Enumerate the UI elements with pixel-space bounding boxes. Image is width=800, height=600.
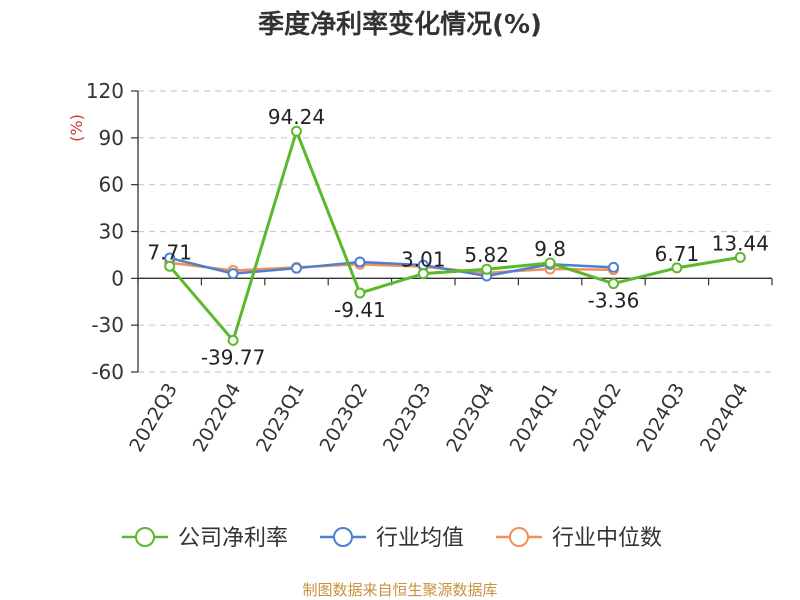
x-tick-label: 2023Q1	[252, 380, 309, 456]
y-tick-label: 90	[99, 126, 124, 150]
y-tick-label: -60	[91, 360, 124, 384]
series-line	[169, 261, 614, 275]
x-tick-label: 2023Q4	[442, 380, 499, 456]
series-point	[291, 262, 302, 274]
x-tick-label: 2022Q4	[189, 380, 246, 456]
data-label: 3.01	[401, 248, 446, 272]
source-note: 制图数据来自恒生聚源数据库	[302, 581, 498, 599]
data-label: 5.82	[464, 243, 509, 267]
series-point	[608, 261, 619, 273]
series-point	[354, 287, 366, 299]
data-label: 6.71	[655, 242, 700, 266]
data-label: 7.71	[147, 240, 192, 264]
data-label: -9.41	[334, 298, 386, 322]
series-point	[544, 257, 556, 269]
legend-label: 行业均值	[376, 526, 464, 551]
series-point	[227, 268, 239, 280]
x-tick-label: 2024Q1	[506, 380, 563, 456]
x-tick-label: 2023Q3	[379, 380, 436, 456]
series-point	[291, 125, 302, 137]
data-label: 9.8	[534, 237, 566, 261]
grid-lines	[131, 90, 772, 373]
series-point	[671, 262, 683, 274]
series-line	[169, 256, 614, 278]
x-tick-label: 2024Q3	[632, 380, 689, 456]
data-label: 94.24	[268, 105, 325, 129]
y-tick-labels: 120 90 60 30 0 -30 -60	[86, 79, 124, 384]
axes	[137, 91, 773, 372]
series-point	[164, 260, 176, 272]
y-axis-unit-label: (%)	[67, 114, 86, 142]
legend-label: 行业中位数	[552, 526, 662, 551]
series-group	[164, 125, 746, 346]
data-label: -3.36	[588, 289, 640, 313]
series-point	[354, 256, 366, 268]
y-tick-label: -30	[91, 313, 124, 337]
x-tick-label: 2022Q3	[125, 380, 182, 456]
legend-marker	[333, 527, 353, 547]
data-label: -39.77	[201, 345, 265, 369]
data-labels: 7.71 -39.77 94.24 -9.41 3.01 5.82 9.8 -3.36 6.71…	[147, 105, 768, 369]
data-label: 13.44	[712, 231, 769, 255]
y-tick-label: 30	[99, 220, 124, 244]
y-tick-label: 120	[86, 79, 124, 103]
chart-title: 季度净利率变化情况(%)	[258, 10, 542, 40]
series-line	[168, 129, 741, 342]
series-point	[417, 268, 429, 280]
x-tick-label: 2024Q4	[696, 380, 753, 456]
legend-label: 公司净利率	[178, 526, 288, 551]
legend-marker	[135, 527, 155, 547]
x-tick-label: 2023Q2	[315, 380, 372, 456]
series-point	[227, 334, 239, 346]
x-tick-labels: 2022Q3 2022Q4 2023Q1 2023Q2 2023Q3 2023Q4 2024…	[125, 380, 752, 456]
y-tick-label: 0	[111, 266, 124, 290]
x-tick-label: 2024Q2	[569, 380, 626, 456]
series-point	[481, 263, 493, 275]
legend-marker	[509, 527, 529, 547]
y-tick-label: 60	[99, 173, 124, 197]
series-point	[734, 251, 746, 263]
legend: 公司净利率 行业均值 行业中位数	[122, 526, 662, 551]
series-point	[608, 278, 619, 290]
